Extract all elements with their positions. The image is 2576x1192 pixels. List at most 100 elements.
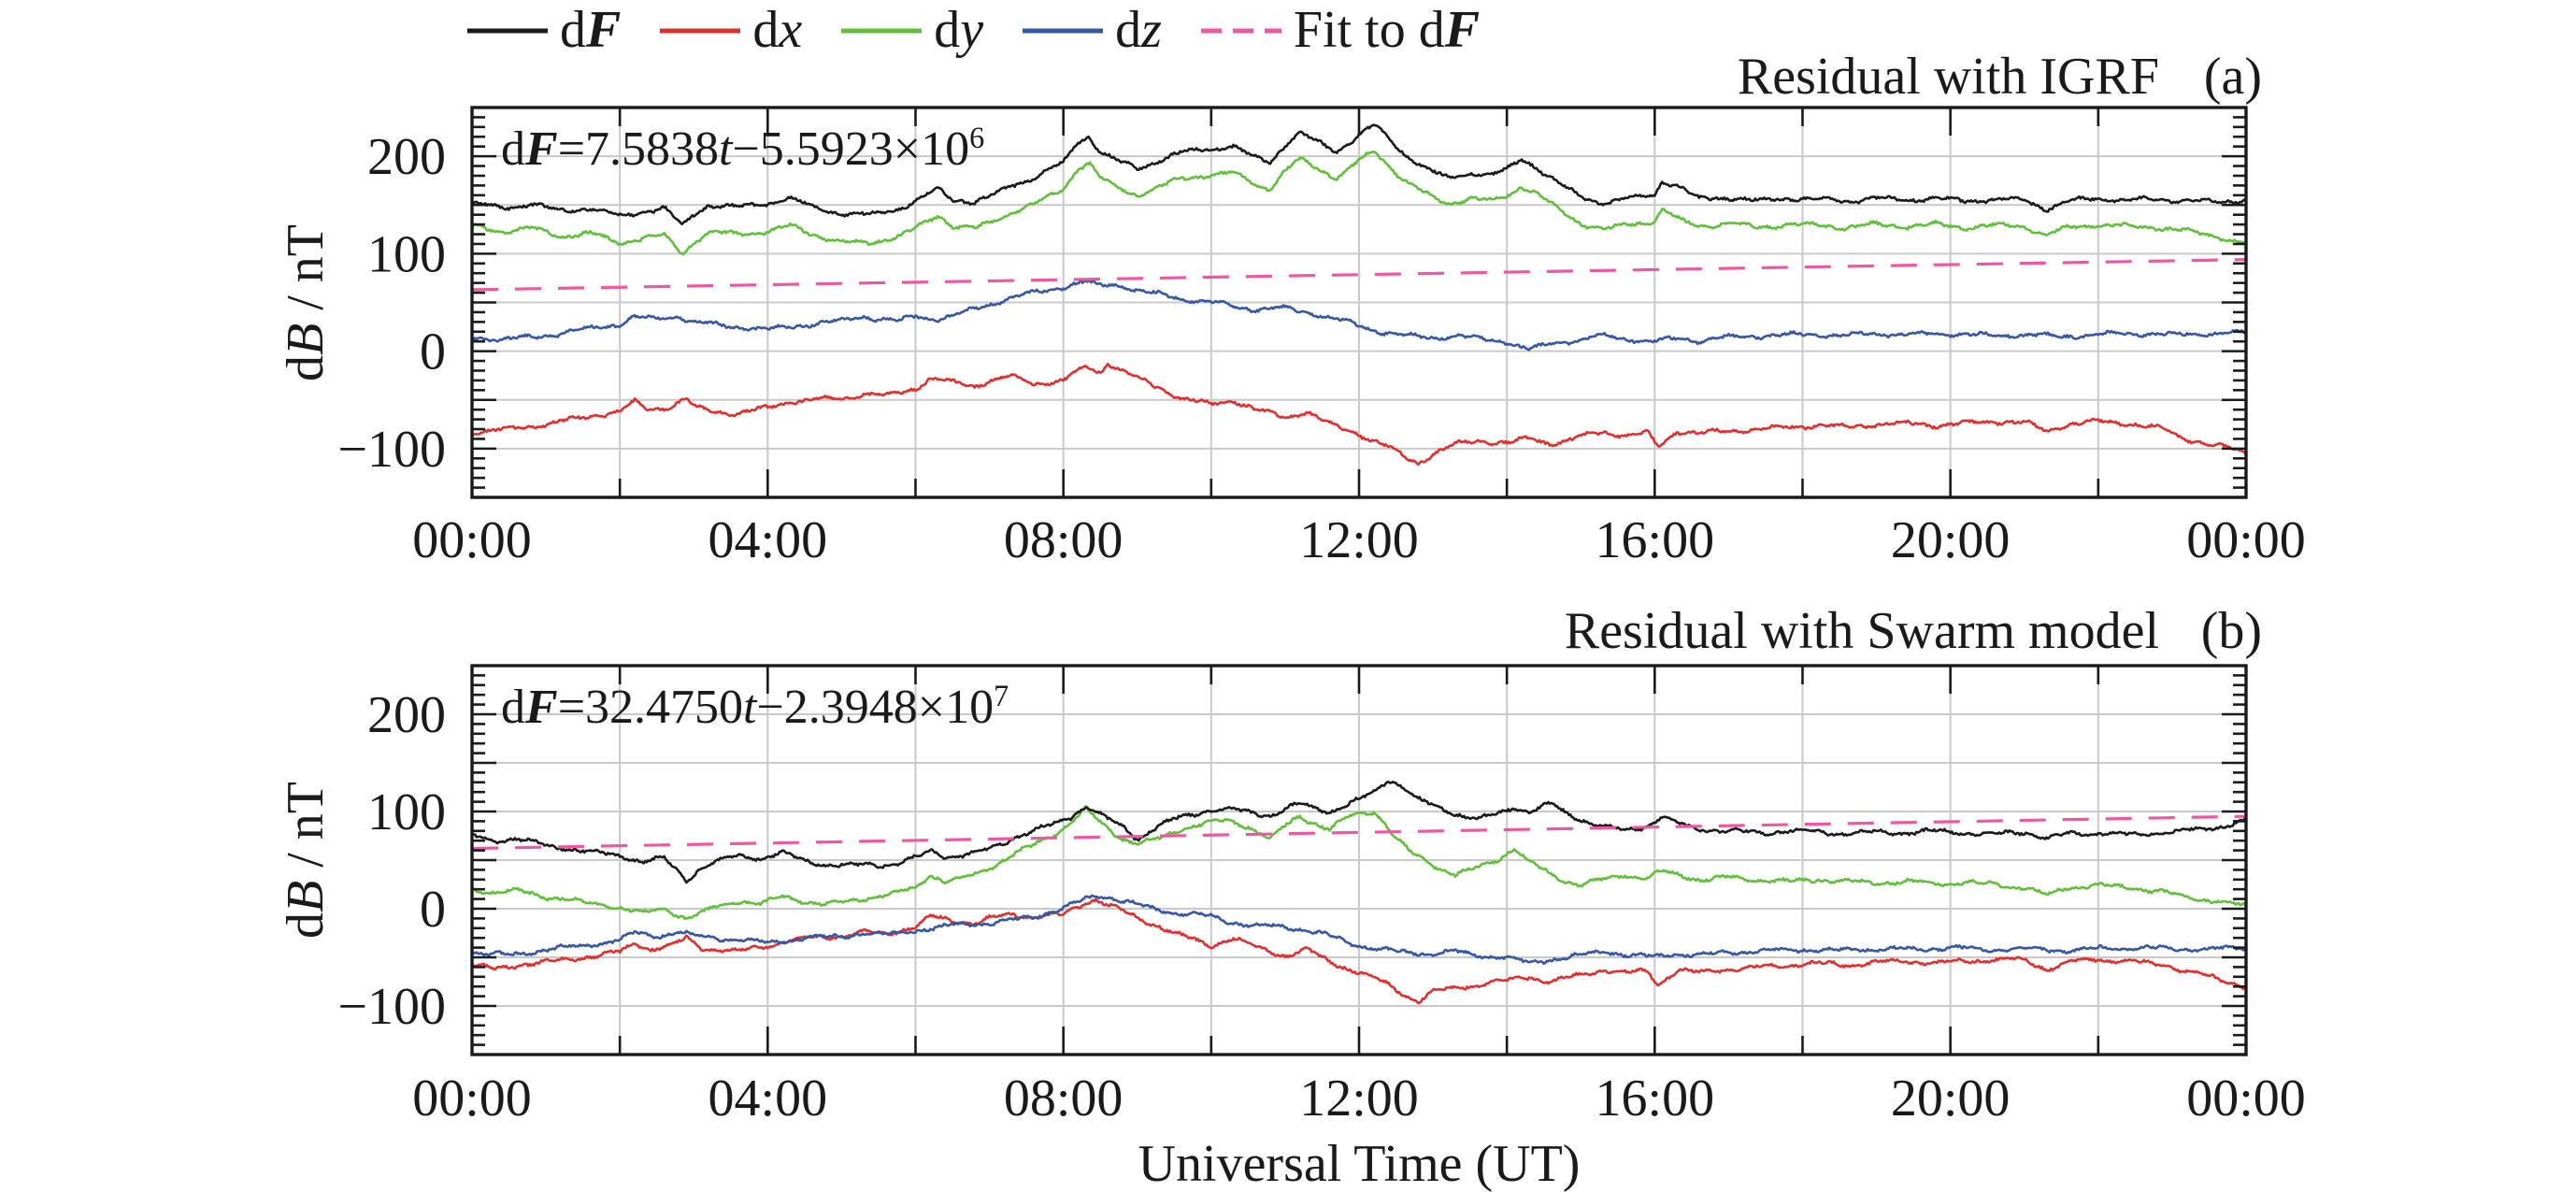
x-axis-label: Universal Time (UT) xyxy=(1138,1135,1581,1192)
x-tick-label: 08:00 xyxy=(1004,1070,1123,1127)
panel-a-equation: dF=7.5838t−5.5923×106 xyxy=(501,121,985,178)
legend-label-fit-to-dF: Fit to dF xyxy=(1293,1,1481,60)
x-tick-label: 12:00 xyxy=(1299,511,1419,569)
x-tick-label: 08:00 xyxy=(1004,511,1123,569)
legend-label-dz: dz xyxy=(1115,1,1162,60)
text-token: B xyxy=(277,880,335,912)
legend-item-dy: dy xyxy=(841,1,984,60)
text-token: B xyxy=(277,323,335,355)
text-token: 6 xyxy=(969,121,985,155)
x-tick-label: 04:00 xyxy=(708,511,828,569)
x-tick-label: 00:00 xyxy=(412,511,532,569)
x-tick-label: 12:00 xyxy=(1299,1070,1419,1127)
x-tick-labels-a: 00:00 04:00 08:00 12:00 16:00 20:00 00:00 xyxy=(412,511,2306,569)
text-token: d xyxy=(934,1,961,60)
x-tick-label: 20:00 xyxy=(1891,511,2011,569)
legend-swatch-dF xyxy=(467,28,548,34)
series-dx-a xyxy=(472,362,2246,467)
series-dy-a xyxy=(472,150,2246,256)
text-token: d xyxy=(1115,1,1142,60)
text-token: d xyxy=(277,912,335,939)
text-token: Fit to d xyxy=(1293,1,1445,60)
x-tick-label: 04:00 xyxy=(708,1070,828,1127)
y-axis-label-b: dB / nT xyxy=(276,782,336,939)
legend-item-dz: dz xyxy=(1023,1,1162,60)
text-token: = xyxy=(557,122,586,176)
x-tick-label: 00:00 xyxy=(2186,511,2306,569)
y-tick-label: −100 xyxy=(337,421,446,479)
text-token: d xyxy=(752,1,780,60)
panel-a-tag: (a) xyxy=(2203,48,2262,106)
text-token: x xyxy=(779,1,803,60)
text-token: = xyxy=(557,681,586,734)
legend-label-dx: dx xyxy=(752,1,803,60)
ticks xyxy=(472,108,2246,497)
series-fit-a xyxy=(472,258,2246,292)
x-tick-labels-b: 00:00 04:00 08:00 12:00 16:00 20:00 00:00 xyxy=(412,1070,2306,1127)
x-tick-label: 00:00 xyxy=(412,1070,532,1127)
gridlines xyxy=(472,108,2246,497)
y-tick-label: 0 xyxy=(420,881,446,939)
legend-item-dx: dx xyxy=(660,1,803,60)
text-token: t xyxy=(743,681,757,734)
legend-item-dF: dF xyxy=(467,1,622,60)
series-dx-b xyxy=(472,898,2246,1005)
plot-frame-b xyxy=(470,664,2248,1056)
panel-a-title: Residual with IGRF xyxy=(1737,48,2159,106)
legend-label-dy: dy xyxy=(934,1,984,60)
y-axis-label-a: dB / nT xyxy=(276,224,336,381)
text-token: d xyxy=(560,1,586,60)
panel-b-tag: (b) xyxy=(2200,602,2262,660)
legend: dF dx dy dz Fit to dF xyxy=(467,1,1519,60)
y-tick-labels-b: −100 0 100 200 xyxy=(337,686,446,1036)
x-tick-label: 20:00 xyxy=(1891,1070,2011,1127)
gridlines xyxy=(472,666,2246,1055)
y-tick-labels-a: −100 0 100 200 xyxy=(337,128,446,479)
panel-b-equation: dF=32.4750t−2.3948×107 xyxy=(501,679,1009,736)
y-tick-label: 0 xyxy=(420,323,446,381)
legend-swatch-dy xyxy=(841,28,923,34)
ticks xyxy=(472,666,2246,1055)
text-token: d xyxy=(501,122,525,176)
y-tick-label: 100 xyxy=(367,225,446,283)
series-group xyxy=(472,780,2246,1005)
text-token: 7 xyxy=(994,679,1009,713)
text-token: −5.5923×10 xyxy=(732,122,970,176)
plot-frame-a xyxy=(470,106,2248,499)
x-tick-label: 16:00 xyxy=(1596,1070,1715,1127)
panel-b: 00:00 04:00 08:00 12:00 16:00 20:00 00:00 −100 0… xyxy=(337,664,2306,1127)
text-token: d xyxy=(501,681,525,734)
text-token: y xyxy=(960,1,984,60)
text-token: d xyxy=(277,354,335,381)
y-tick-label: 100 xyxy=(367,783,446,841)
text-token: F xyxy=(586,1,622,60)
series-dz-b xyxy=(472,894,2246,965)
panel-b-title: Residual with Swarm model xyxy=(1564,602,2159,660)
series-dz-a xyxy=(472,279,2246,352)
x-tick-label: 00:00 xyxy=(2186,1070,2306,1127)
y-tick-label: 200 xyxy=(367,128,446,186)
text-token: F xyxy=(525,681,558,734)
text-token: t xyxy=(719,122,733,176)
text-token: z xyxy=(1141,1,1162,60)
y-tick-label: 200 xyxy=(367,686,446,744)
legend-swatch-dx xyxy=(660,28,741,34)
text-token: F xyxy=(525,122,558,176)
y-tick-label: −100 xyxy=(337,978,446,1036)
text-token: / nT xyxy=(277,782,335,881)
legend-label-dF: dF xyxy=(560,1,622,60)
text-token: / nT xyxy=(277,224,335,323)
series-dy-b xyxy=(472,804,2246,921)
series-fit-b xyxy=(472,814,2246,851)
series-dF-b xyxy=(472,780,2246,884)
x-tick-label: 16:00 xyxy=(1596,511,1715,569)
legend-item-fit-to-dF: Fit to dF xyxy=(1200,1,1481,60)
text-token: F xyxy=(1444,1,1481,60)
text-token: 7.5838 xyxy=(585,122,720,176)
text-token: −2.3948×10 xyxy=(756,681,995,734)
text-token: 32.4750 xyxy=(585,681,744,734)
legend-swatch-dz xyxy=(1023,28,1104,34)
legend-swatch-fit-to-dF xyxy=(1200,28,1281,34)
